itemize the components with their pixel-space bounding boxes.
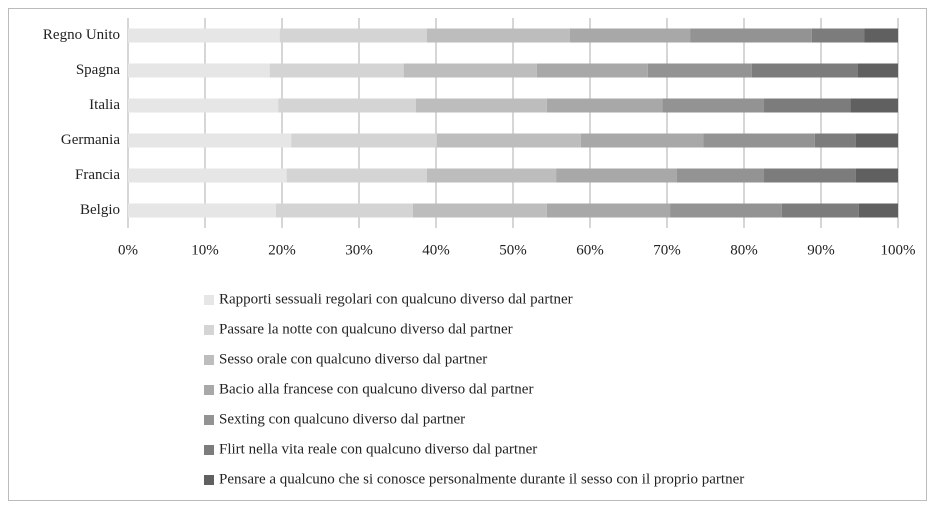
bar-segment <box>580 133 704 148</box>
bar-segment <box>275 203 413 218</box>
bar-segment <box>670 203 782 218</box>
y-tick-label: Regno Unito <box>43 27 120 43</box>
bar-segment <box>291 133 437 148</box>
bar-segment <box>403 63 537 78</box>
x-tick-label: 10% <box>191 242 219 258</box>
bar-segment <box>781 203 859 218</box>
bar-segment <box>764 168 856 183</box>
bar-segment <box>662 98 765 113</box>
x-tick-label: 100% <box>881 242 916 258</box>
y-tick-label: Germania <box>61 132 120 148</box>
bar-segment <box>764 98 851 113</box>
legend-swatch <box>204 415 214 425</box>
bar-segment <box>569 28 691 43</box>
y-tick-label: Belgio <box>80 202 120 218</box>
bar-segment <box>864 28 898 43</box>
x-tick-label: 70% <box>653 242 681 258</box>
bar-segment <box>128 168 287 183</box>
x-tick-label: 40% <box>422 242 450 258</box>
bar-segment <box>436 133 581 148</box>
x-tick-label: 80% <box>730 242 758 258</box>
bar-segment <box>269 63 404 78</box>
legend-swatch <box>204 355 214 365</box>
x-tick-label: 0% <box>118 242 138 258</box>
bar-segment <box>128 28 280 43</box>
y-tick-label: Italia <box>89 97 120 113</box>
bar-segment <box>128 63 270 78</box>
legend-label: Bacio alla francese con qualcuno diverso… <box>219 381 533 397</box>
chart-frame <box>8 8 927 501</box>
legend-label: Pensare a qualcuno che si conosce person… <box>219 471 744 487</box>
bar-segment <box>279 28 427 43</box>
bar-segment <box>278 98 416 113</box>
legend-swatch <box>204 445 214 455</box>
bar-segment <box>412 203 547 218</box>
x-tick-label: 60% <box>576 242 604 258</box>
bar-segment <box>858 203 898 218</box>
y-tick-label: Francia <box>75 167 120 183</box>
bar-segment <box>546 98 663 113</box>
x-tick-label: 90% <box>807 242 835 258</box>
bar-segment <box>286 168 427 183</box>
legend-swatch <box>204 475 214 485</box>
bar-segment <box>857 63 898 78</box>
bar-segment <box>128 133 292 148</box>
legend-swatch <box>204 385 214 395</box>
x-tick-label: 50% <box>499 242 527 258</box>
bar-segment <box>811 28 865 43</box>
legend-swatch <box>204 325 214 335</box>
bar-segment <box>128 203 276 218</box>
legend-label: Sesso orale con qualcuno diverso dal par… <box>219 351 487 367</box>
bar-segment <box>556 168 678 183</box>
bar-segment <box>690 28 812 43</box>
bar-segment <box>426 28 570 43</box>
legend-label: Passare la notte con qualcuno diverso da… <box>219 321 513 337</box>
x-tick-label: 30% <box>345 242 373 258</box>
bar-segment <box>426 168 557 183</box>
bar-segment <box>850 98 898 113</box>
legend-label: Sexting con qualcuno diverso dal partner <box>219 411 465 427</box>
legend-label: Rapporti sessuali regolari con qualcuno … <box>219 291 573 307</box>
bar-segment <box>855 168 898 183</box>
bar-segment <box>546 203 671 218</box>
y-tick-label: Spagna <box>76 62 121 78</box>
bar-segment <box>855 133 898 148</box>
bar-segment <box>536 63 648 78</box>
bar-segment <box>751 63 858 78</box>
x-tick-label: 20% <box>268 242 296 258</box>
bar-segment <box>677 168 765 183</box>
bar-segment <box>814 133 856 148</box>
legend-swatch <box>204 295 214 305</box>
bar-segment <box>415 98 547 113</box>
bar-segment <box>703 133 815 148</box>
legend-label: Flirt nella vita reale con qualcuno dive… <box>219 441 537 457</box>
bar-segment <box>647 63 752 78</box>
bar-segment <box>128 98 279 113</box>
